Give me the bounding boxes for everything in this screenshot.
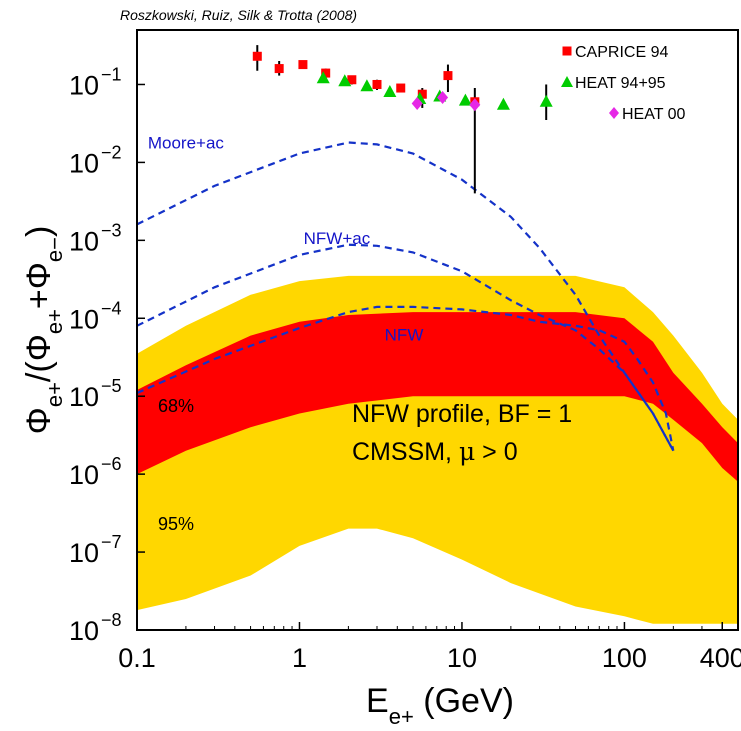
curve-nfw-ac xyxy=(137,243,675,452)
y-tick-exponent: −6 xyxy=(101,454,122,474)
curve-label-moore-ac: Moore+ac xyxy=(148,134,225,153)
legend-label: HEAT 94+95 xyxy=(575,75,666,92)
x-tick-label: 100 xyxy=(602,643,647,673)
data-point-heat00 xyxy=(411,96,423,110)
y-tick-label: 10 xyxy=(69,460,99,490)
credit-text: Roszkowski, Ruiz, Silk & Trotta (2008) xyxy=(120,7,357,23)
y-tick-exponent: −7 xyxy=(101,532,122,552)
model-annotation-line2: CMSSM, μ > 0 xyxy=(352,437,518,466)
data-point-heat9495 xyxy=(316,71,330,84)
y-tick-label: 10 xyxy=(69,304,99,334)
x-tick-label: 1 xyxy=(292,643,307,673)
x-tick-label: 0.1 xyxy=(118,643,156,673)
legend-marker-heat9495 xyxy=(561,76,573,87)
y-tick-label: 10 xyxy=(69,538,99,568)
data-point-heat00 xyxy=(437,91,449,105)
data-point-caprice94 xyxy=(396,83,406,93)
y-tick-exponent: −8 xyxy=(101,610,122,630)
y-axis-label: Φe+/(Φe++Φe−) xyxy=(20,226,67,435)
y-tick-label: 10 xyxy=(69,382,99,412)
y-tick-exponent: −5 xyxy=(101,376,122,396)
curve-label-nfw: NFW xyxy=(385,325,424,344)
data-point-caprice94 xyxy=(252,51,262,61)
y-tick-label: 10 xyxy=(69,70,99,100)
data-point-caprice94 xyxy=(298,60,308,70)
data-point-heat9495 xyxy=(360,79,374,92)
band-68-label: 68% xyxy=(158,396,194,416)
data-point-caprice94 xyxy=(443,71,453,81)
y-tick-label: 10 xyxy=(69,148,99,178)
data-point-caprice94 xyxy=(372,79,382,89)
data-point-heat9495 xyxy=(539,94,553,107)
y-tick-exponent: −3 xyxy=(101,220,122,240)
legend-label: CAPRICE 94 xyxy=(575,44,668,61)
curve-label-nfw-ac: NFW+ac xyxy=(304,229,371,248)
legend-marker-caprice94 xyxy=(562,46,572,56)
data-point-caprice94 xyxy=(321,68,331,78)
band-95-label: 95% xyxy=(158,514,194,534)
x-axis-label: Ee+ (GeV) xyxy=(366,682,514,729)
legend-marker-heat00 xyxy=(609,107,619,119)
axes-frame xyxy=(136,29,739,631)
model-annotation-line1: NFW profile, BF = 1 xyxy=(352,400,572,428)
curve-nfw xyxy=(137,305,675,451)
plot-clip-group xyxy=(137,45,738,624)
data-point-heat9495 xyxy=(458,93,472,106)
y-tick-label: 10 xyxy=(69,616,99,646)
y-tick-label: 10 xyxy=(69,226,99,256)
data-point-caprice94 xyxy=(417,89,427,99)
x-tick-label: 400 xyxy=(700,643,741,673)
data-point-caprice94 xyxy=(274,64,284,74)
band-68-region xyxy=(137,312,738,482)
y-tick-exponent: −1 xyxy=(101,64,122,84)
x-tick-label: 10 xyxy=(447,643,477,673)
y-tick-exponent: −2 xyxy=(101,142,122,162)
data-point-heat00 xyxy=(469,98,481,112)
data-point-heat9495 xyxy=(496,97,510,110)
data-point-heat9495 xyxy=(338,74,352,87)
data-point-caprice94 xyxy=(347,75,357,85)
legend-label: HEAT 00 xyxy=(622,106,686,123)
data-point-heat9495 xyxy=(383,85,397,98)
curve-moore-ac xyxy=(137,141,675,452)
y-tick-exponent: −4 xyxy=(101,298,122,318)
